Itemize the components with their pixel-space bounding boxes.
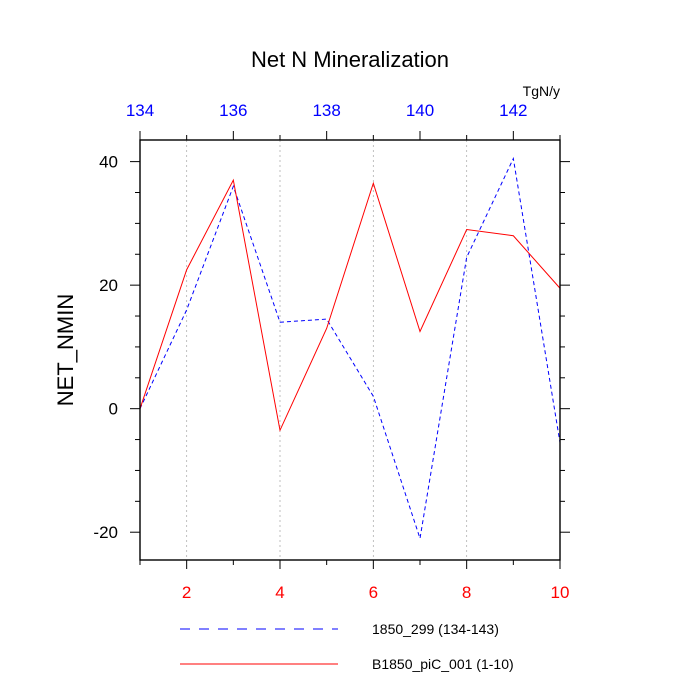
top-tick-label-140: 140: [406, 101, 434, 120]
chart-title: Net N Mineralization: [251, 47, 449, 72]
y-tick-label-20: 20: [99, 276, 118, 295]
tick-labels: 2 4 6 8 10 134 136 138 140 142 -20 0 20 40: [93, 101, 569, 602]
legend-label-b1850-pic-001: B1850_piC_001 (1-10): [372, 656, 514, 672]
series-line-1: [139, 178, 561, 432]
plot-frame: [139, 139, 561, 561]
bottom-tick-label-6: 6: [369, 583, 378, 602]
y-tick-label-0: 0: [109, 400, 118, 419]
series-group: [139, 156, 561, 539]
bottom-tick-label-10: 10: [551, 583, 570, 602]
axis-ticks: [130, 131, 570, 569]
gridlines: [186, 140, 468, 560]
bottom-tick-label-8: 8: [462, 583, 471, 602]
y-tick-label-40: 40: [99, 153, 118, 172]
units-label: TgN/y: [523, 83, 560, 99]
y-axis-label: NET_NMIN: [53, 294, 78, 406]
top-tick-label-138: 138: [312, 101, 340, 120]
bottom-tick-label-4: 4: [275, 583, 284, 602]
series-line-0: [139, 156, 561, 539]
top-tick-label-142: 142: [499, 101, 527, 120]
legend-label-1850-299: 1850_299 (134-143): [372, 621, 499, 637]
bottom-tick-label-2: 2: [182, 583, 191, 602]
top-tick-label-134: 134: [126, 101, 154, 120]
top-tick-label-136: 136: [219, 101, 247, 120]
legend: 1850_299 (134-143) B1850_piC_001 (1-10): [180, 621, 514, 672]
y-tick-label--20: -20: [93, 523, 118, 542]
